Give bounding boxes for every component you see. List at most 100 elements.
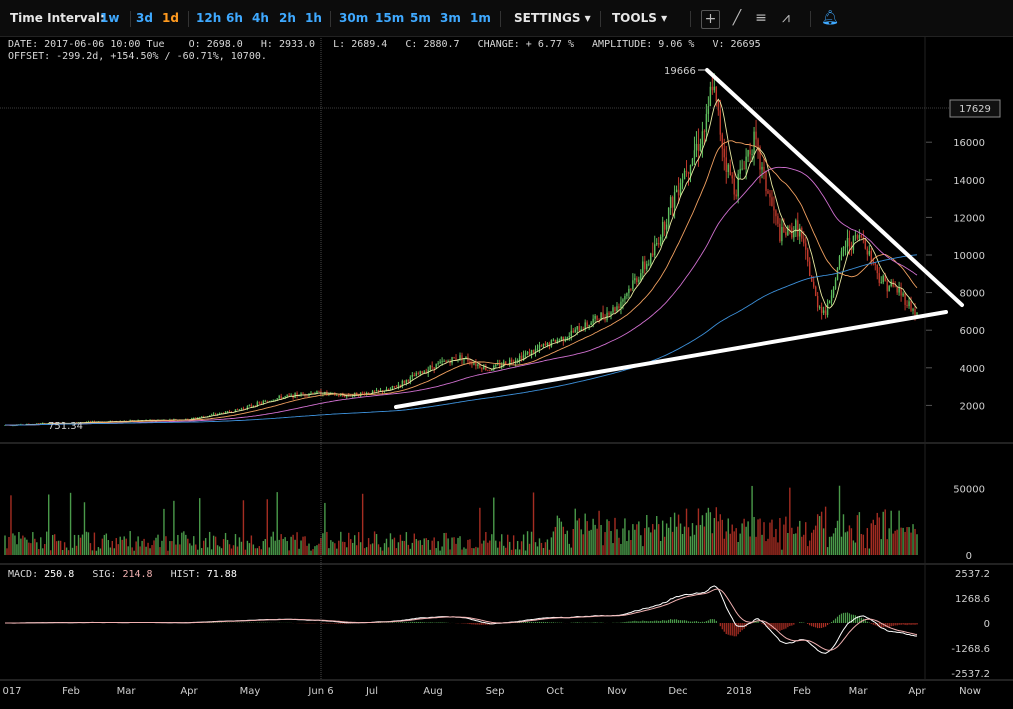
volume-bar	[586, 521, 588, 555]
interval-2h[interactable]: 2h	[279, 11, 296, 25]
volume-bar	[697, 508, 700, 555]
candle-body	[751, 153, 753, 155]
candle-body	[536, 348, 539, 350]
interval-4h[interactable]: 4h	[252, 11, 269, 25]
volume-bar	[906, 527, 908, 555]
candle-body	[367, 392, 370, 394]
tools-menu[interactable]: TOOLS ▾	[612, 11, 668, 25]
candle-body	[914, 308, 916, 316]
volume-bar	[387, 547, 390, 555]
line-draw-icon[interactable]: ╱	[732, 10, 742, 26]
candle-body	[709, 86, 712, 107]
interval-1w[interactable]: 1w	[100, 11, 120, 25]
interval-15m[interactable]: 15m	[375, 11, 405, 25]
volume-bar	[842, 514, 845, 555]
candle-body	[461, 355, 463, 361]
interval-1m[interactable]: 1m	[470, 11, 491, 25]
candle-body	[848, 237, 851, 246]
volume-bar	[745, 526, 747, 555]
candle-body	[741, 168, 743, 170]
lower-trendline[interactable]	[394, 310, 948, 409]
volume-bar	[473, 548, 475, 555]
volume-bar	[61, 550, 64, 555]
sig-value: 214.8	[122, 569, 153, 580]
volume-bar	[294, 539, 296, 555]
interval-3d[interactable]: 3d	[136, 11, 153, 25]
moving-averages	[5, 98, 918, 426]
volume-bar	[34, 538, 36, 555]
candle-body	[266, 401, 268, 402]
volume-bar	[455, 543, 457, 555]
candle-body	[681, 179, 684, 183]
candle-body	[497, 363, 499, 365]
volume-bar	[153, 540, 155, 555]
volume-bar	[187, 538, 189, 555]
interval-6h[interactable]: 6h	[226, 11, 243, 25]
settings-menu[interactable]: SETTINGS ▾	[514, 11, 591, 25]
crosshair-icon[interactable]: +	[701, 10, 720, 29]
volume-bar	[753, 516, 755, 555]
volume-bar	[363, 548, 366, 555]
volume-bar	[528, 543, 531, 555]
interval-1d[interactable]: 1d	[162, 11, 179, 25]
volume-bar	[445, 532, 447, 555]
candle-body	[862, 237, 865, 239]
interval-1h[interactable]: 1h	[305, 11, 322, 25]
volume-bar	[161, 540, 163, 555]
candle-body	[689, 165, 692, 174]
volume-bar	[308, 543, 310, 555]
horizontal-lines-icon[interactable]: ≡	[755, 10, 767, 26]
volume-bar	[151, 545, 153, 555]
candle-body	[812, 281, 815, 287]
candle-body	[477, 364, 479, 366]
volume-bar	[538, 538, 541, 555]
volume-bar	[862, 534, 865, 555]
volume-bar	[588, 530, 590, 555]
volume-bar	[214, 536, 217, 555]
volume-bar	[383, 543, 386, 555]
candle-body	[860, 235, 863, 238]
volume-bar	[896, 529, 898, 555]
volume-bar	[858, 512, 861, 555]
candle-body	[201, 416, 203, 418]
volume-bar	[787, 532, 789, 555]
candle-body	[195, 417, 197, 419]
candle-body	[218, 413, 221, 415]
volume-bar	[540, 542, 543, 555]
bell-icon[interactable]: 🔔︎	[821, 10, 839, 26]
interval-30m[interactable]: 30m	[339, 11, 369, 25]
candle-body	[898, 288, 900, 293]
volume-bar	[282, 538, 284, 555]
candle-body	[663, 221, 666, 230]
candle-body	[489, 370, 491, 371]
interval-5m[interactable]: 5m	[410, 11, 431, 25]
volume-bar	[129, 531, 131, 555]
candle-body	[739, 168, 741, 174]
info-amplitude: AMPLITUDE: 9.06 %	[592, 39, 695, 50]
candle-body	[872, 260, 874, 263]
volume-bar	[699, 524, 702, 555]
candle-body	[737, 173, 739, 197]
volume-bar	[803, 534, 805, 555]
volume-bar	[638, 521, 640, 555]
volume-bar	[141, 540, 143, 555]
candle-body	[91, 421, 94, 423]
fib-fan-icon[interactable]: ⩘	[782, 10, 790, 26]
time-tick-label: Mar	[117, 686, 137, 697]
volume-bar	[656, 516, 658, 555]
candle-body	[886, 281, 888, 292]
candle-body	[451, 357, 453, 364]
candle-body	[842, 247, 845, 252]
volume-bar	[479, 507, 481, 555]
volume-bar	[793, 533, 795, 555]
upper-trendline[interactable]	[705, 68, 964, 307]
interval-3m[interactable]: 3m	[440, 11, 461, 25]
volume-bar	[741, 523, 743, 555]
volume-bar	[695, 525, 698, 555]
volume-bar	[667, 527, 670, 555]
volume-bar	[916, 534, 918, 555]
candle-body	[548, 342, 551, 347]
interval-12h[interactable]: 12h	[196, 11, 222, 25]
volume-bar	[250, 535, 253, 555]
